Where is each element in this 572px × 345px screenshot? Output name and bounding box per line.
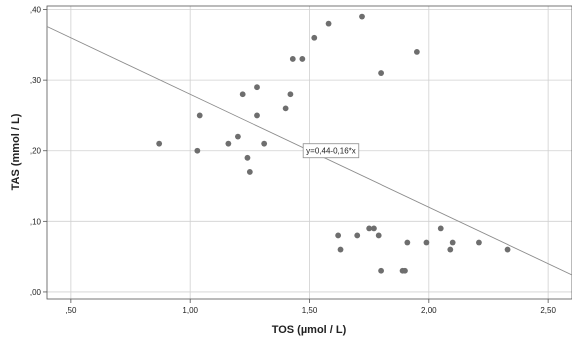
data-point-21	[366, 225, 373, 232]
fit-annotation-label: y=0,44-0,16*x	[306, 147, 356, 156]
x-axis-ticks: ,50 1,00 1,50 2,00 2,50	[65, 299, 556, 315]
data-points	[156, 13, 511, 274]
y-tick-label: ,10	[30, 217, 42, 226]
x-tick-label: 2,00	[421, 306, 437, 315]
data-point-20	[359, 13, 365, 20]
data-point-7	[246, 169, 253, 175]
y-tick-label: ,30	[30, 76, 42, 85]
data-point-18	[337, 246, 344, 253]
data-point-19	[354, 232, 361, 239]
data-point-27	[402, 267, 408, 274]
data-point-34	[476, 239, 482, 246]
y-tick-label: ,20	[30, 147, 42, 156]
data-point-15	[311, 34, 318, 41]
x-tick-label: 1,00	[182, 306, 198, 315]
x-tick-label: 1,50	[302, 306, 318, 315]
data-point-3	[225, 140, 232, 147]
data-point-25	[378, 267, 384, 274]
data-point-31	[437, 225, 444, 232]
fit-annotation-box	[302, 143, 360, 159]
data-point-8	[254, 84, 260, 91]
data-point-33	[449, 239, 456, 246]
data-point-14	[299, 56, 306, 62]
grid-lines	[47, 6, 572, 299]
y-axis-title: TAS (mmol / L)	[10, 113, 22, 190]
y-tick-label: ,00	[30, 288, 42, 297]
data-point-10	[261, 140, 268, 147]
data-point-29	[413, 48, 420, 55]
data-point-4	[235, 133, 241, 140]
data-point-11	[282, 105, 289, 112]
data-point-17	[335, 232, 342, 239]
data-point-32	[447, 246, 454, 253]
data-point-9	[254, 112, 260, 119]
data-point-23	[375, 232, 382, 239]
data-point-0	[156, 140, 163, 147]
x-tick-label: ,50	[65, 306, 77, 315]
data-point-5	[239, 91, 246, 98]
data-point-1	[194, 147, 201, 154]
data-point-2	[196, 112, 203, 119]
y-tick-label: ,40	[30, 6, 42, 15]
data-point-28	[404, 239, 411, 246]
data-point-16	[325, 20, 332, 27]
fit-annotation-group: y=0,44-0,16*x	[302, 143, 360, 159]
y-axis-ticks: ,00 ,10 ,20 ,30 ,40	[30, 6, 47, 297]
data-point-30	[423, 239, 430, 246]
x-tick-label: 2,50	[540, 306, 556, 315]
data-point-12	[287, 91, 294, 98]
x-axis-title: TOS (µmol / L)	[272, 324, 347, 336]
data-point-35	[504, 246, 511, 253]
data-point-22	[371, 225, 377, 232]
data-point-13	[289, 56, 296, 62]
data-point-24	[378, 70, 384, 76]
data-point-6	[244, 154, 251, 161]
